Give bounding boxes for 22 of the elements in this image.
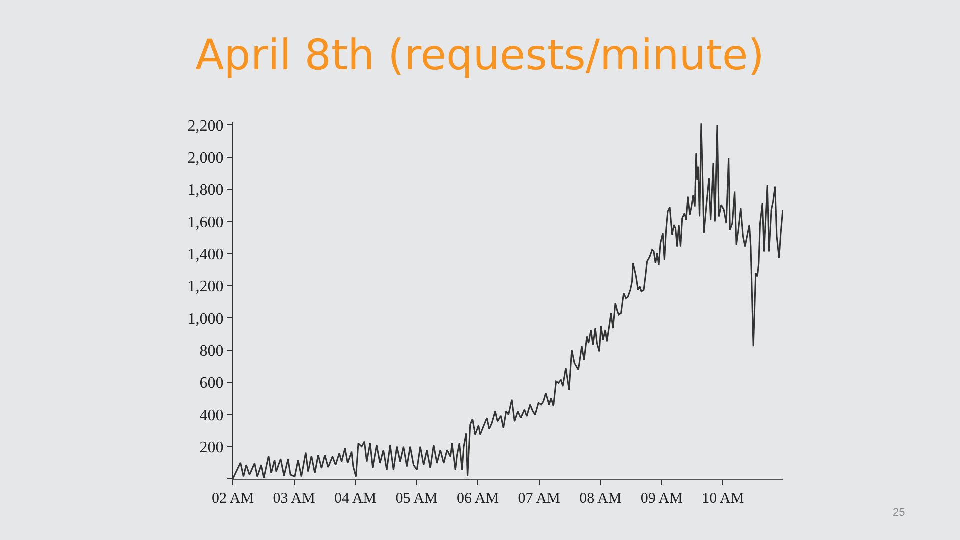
x-tick-label: 05 AM [396, 491, 438, 507]
chart-title: April 8th (requests/minute) [195, 30, 765, 80]
y-tick-label: 800 [200, 342, 224, 360]
x-tick-label: 02 AM [212, 491, 254, 507]
y-tick-label: 2,000 [188, 150, 224, 167]
x-tick-label: 04 AM [334, 491, 377, 507]
x-tick-label: 10 AM [702, 491, 744, 507]
y-tick-label: 600 [200, 375, 224, 392]
y-tick-label: 200 [200, 439, 224, 456]
x-tick-label: 06 AM [457, 491, 500, 507]
y-tick-label: 1,000 [188, 310, 224, 328]
y-tick-label: 1,200 [188, 278, 224, 296]
y-tick-label: 1,400 [188, 246, 224, 264]
y-tick-label: 1,800 [188, 182, 224, 200]
x-tick-label: 03 AM [273, 491, 316, 507]
x-tick-label: 09 AM [640, 491, 683, 507]
y-tick-label: 400 [200, 407, 224, 424]
y-tick-label: 2,200 [188, 118, 224, 135]
x-tick-label: 07 AM [518, 491, 560, 507]
text: 25 [893, 507, 906, 519]
y-tick-label: 1,600 [188, 214, 224, 232]
x-tick-label: 08 AM [580, 491, 622, 507]
